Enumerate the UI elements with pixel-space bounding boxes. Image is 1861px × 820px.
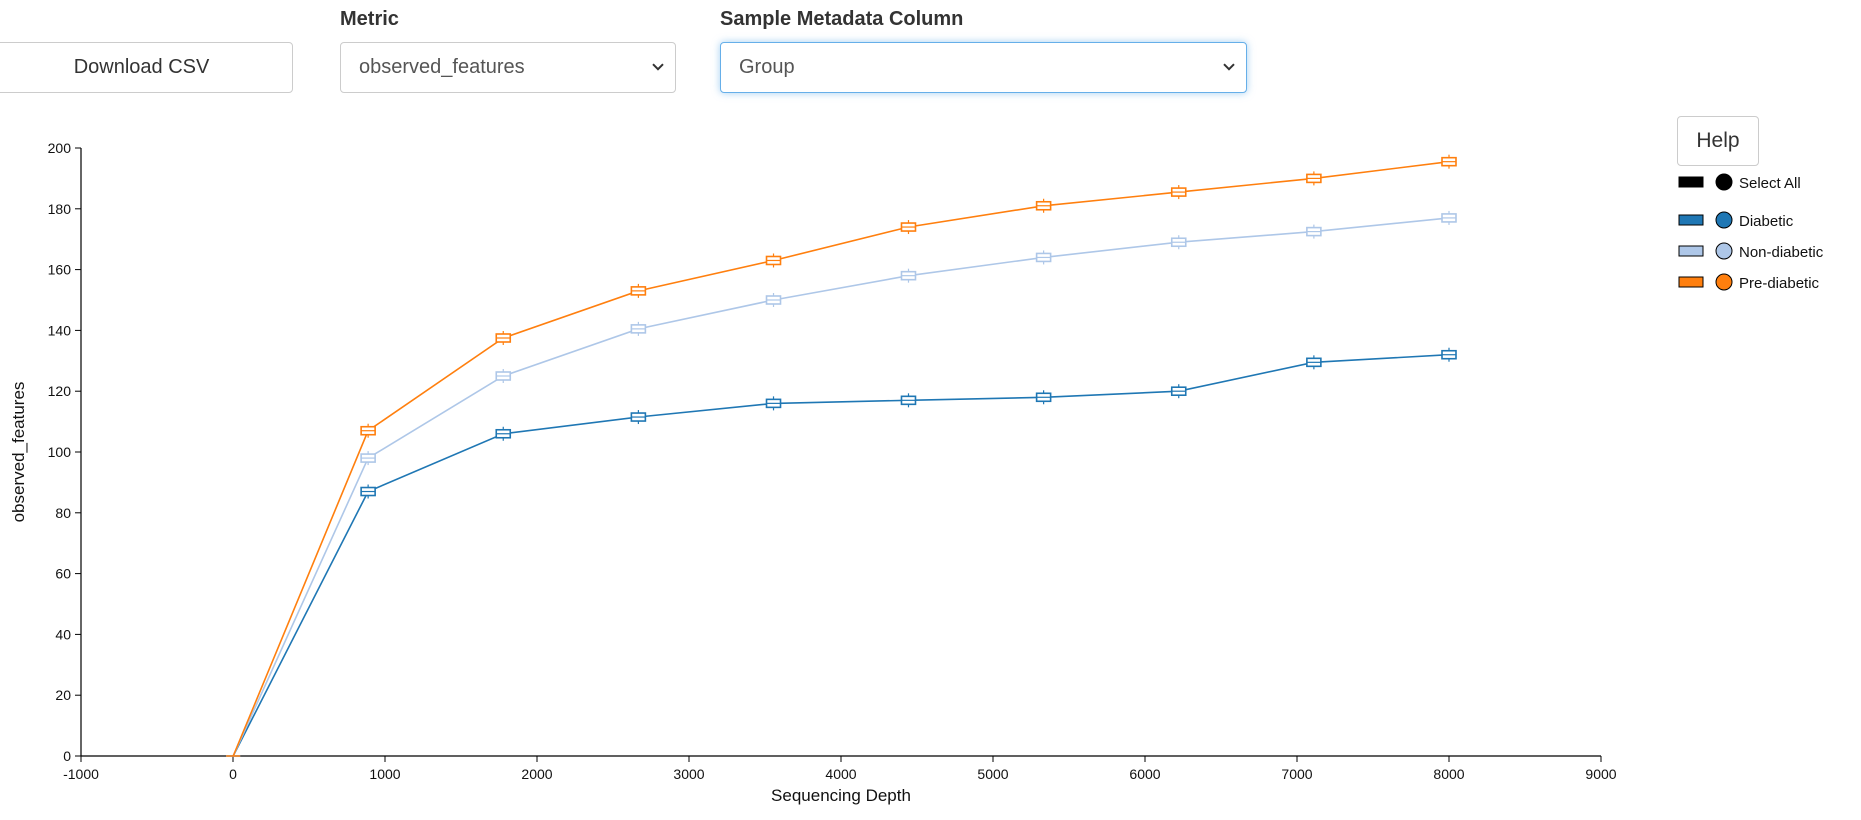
legend-swatch-dot xyxy=(1715,211,1733,229)
help-button[interactable]: Help xyxy=(1677,116,1759,166)
legend-swatch-dot xyxy=(1715,173,1733,191)
metric-label: Metric xyxy=(340,8,399,30)
y-tick-label: 20 xyxy=(55,687,71,703)
y-tick-label: 60 xyxy=(55,566,71,582)
metadata-column-select-value: Group xyxy=(739,56,795,78)
x-tick-label: 5000 xyxy=(977,766,1008,782)
legend-item-non-diabetic[interactable]: Non-diabetic xyxy=(1678,242,1824,261)
x-tick-label: 9000 xyxy=(1585,766,1616,782)
series-non-diabetic xyxy=(226,210,1457,757)
legend-swatch-line xyxy=(1678,276,1704,288)
x-tick-label: 7000 xyxy=(1281,766,1312,782)
x-tick-label: 1000 xyxy=(369,766,400,782)
legend-swatch-line xyxy=(1678,245,1704,257)
y-tick-label: 40 xyxy=(55,626,71,642)
download-csv-label: Download CSV xyxy=(73,56,210,78)
chevron-down-icon xyxy=(651,59,665,75)
chevron-down-icon xyxy=(1222,59,1236,75)
chart-axes: -1000 0 1000 2000 3000 4000 5000 6000 7000 8000 90… xyxy=(48,140,1617,782)
legend-item-diabetic[interactable]: Diabetic xyxy=(1678,211,1794,230)
metric-select-value: observed_features xyxy=(359,56,525,78)
legend-label: Select All xyxy=(1739,175,1801,192)
series-line xyxy=(232,217,1450,757)
x-tick-label: 3000 xyxy=(673,766,704,782)
y-tick-label: 140 xyxy=(48,322,72,338)
metadata-column-label: Sample Metadata Column xyxy=(720,8,964,30)
x-tick-label: 4000 xyxy=(825,766,856,782)
legend-swatch-line xyxy=(1678,214,1704,226)
y-tick-label: 80 xyxy=(55,505,71,521)
series-line xyxy=(232,353,1450,757)
x-tick-label: 2000 xyxy=(521,766,552,782)
series-line xyxy=(232,160,1450,757)
legend-label: Non-diabetic xyxy=(1739,244,1824,261)
y-tick-label: 160 xyxy=(48,262,72,278)
x-tick-label: 0 xyxy=(229,766,237,782)
x-axis-title: Sequencing Depth xyxy=(771,786,911,805)
y-tick-label: 100 xyxy=(48,444,72,460)
legend: Select All Diabetic Non-diabetic Pre-diabet… xyxy=(1678,173,1824,292)
legend-swatch-dot xyxy=(1715,273,1733,291)
y-tick-label: 120 xyxy=(48,383,72,399)
x-tick-label: -1000 xyxy=(63,766,99,782)
legend-label: Diabetic xyxy=(1739,213,1794,230)
legend-select-all[interactable]: Select All xyxy=(1678,173,1801,192)
series-pre-diabetic xyxy=(226,154,1457,757)
y-tick-label: 0 xyxy=(63,748,71,764)
legend-item-pre-diabetic[interactable]: Pre-diabetic xyxy=(1678,273,1820,292)
x-tick-label: 6000 xyxy=(1129,766,1160,782)
y-tick-label: 180 xyxy=(48,201,72,217)
series-layer xyxy=(226,154,1457,757)
metadata-column-select[interactable]: Group xyxy=(720,42,1247,93)
legend-swatch-dot xyxy=(1715,242,1733,260)
metric-select[interactable]: observed_features xyxy=(340,42,676,93)
download-csv-button[interactable]: Download CSV xyxy=(0,42,293,93)
x-tick-label: 8000 xyxy=(1433,766,1464,782)
y-tick-label: 200 xyxy=(48,140,72,156)
y-axis-title: observed_features xyxy=(9,382,28,523)
legend-swatch-line xyxy=(1678,176,1704,188)
legend-label: Pre-diabetic xyxy=(1739,275,1820,292)
help-label: Help xyxy=(1696,129,1740,152)
series-diabetic xyxy=(226,347,1457,757)
